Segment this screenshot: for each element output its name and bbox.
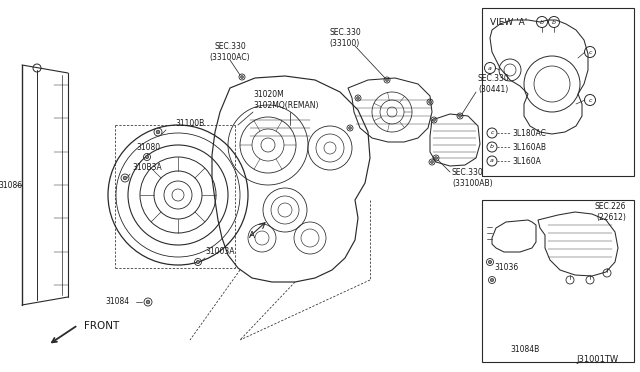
- Text: 31084: 31084: [106, 298, 130, 307]
- Circle shape: [123, 176, 127, 180]
- Text: 31080: 31080: [136, 144, 160, 153]
- Text: 31086: 31086: [0, 180, 22, 189]
- Text: c: c: [588, 97, 592, 103]
- Circle shape: [146, 300, 150, 304]
- Text: 3L180AC: 3L180AC: [512, 128, 546, 138]
- Bar: [482, 8, 634, 176]
- Circle shape: [435, 157, 437, 159]
- Text: a: a: [490, 158, 494, 164]
- Circle shape: [488, 260, 492, 264]
- Text: 3L160AB: 3L160AB: [512, 142, 546, 151]
- Circle shape: [196, 260, 200, 264]
- Text: a: a: [488, 65, 492, 71]
- Text: 3L160A: 3L160A: [512, 157, 541, 166]
- Text: SEC.330
(33100AC): SEC.330 (33100AC): [210, 42, 250, 62]
- Text: FRONT: FRONT: [84, 321, 119, 331]
- Text: b: b: [540, 19, 544, 25]
- Circle shape: [156, 130, 160, 134]
- Text: 31084B: 31084B: [510, 346, 540, 355]
- Text: A: A: [249, 231, 255, 241]
- Text: c: c: [588, 49, 592, 55]
- Text: c: c: [490, 131, 493, 135]
- Circle shape: [459, 115, 461, 117]
- Text: SEC.226
(22612): SEC.226 (22612): [595, 202, 626, 222]
- Circle shape: [349, 126, 351, 129]
- Text: J31001TW: J31001TW: [576, 355, 618, 364]
- Circle shape: [429, 101, 431, 103]
- Text: b: b: [490, 144, 494, 150]
- Text: 31100B: 31100B: [175, 119, 204, 128]
- Text: 31036: 31036: [494, 263, 518, 273]
- Text: 31003A: 31003A: [205, 247, 234, 257]
- Circle shape: [145, 155, 148, 158]
- Circle shape: [490, 278, 493, 282]
- Text: SEC.330
(33100): SEC.330 (33100): [329, 28, 361, 48]
- Circle shape: [433, 119, 435, 121]
- Text: 31020M
3102MQ(REMAN): 31020M 3102MQ(REMAN): [253, 90, 319, 110]
- Text: SEC.330
(30441): SEC.330 (30441): [478, 74, 509, 94]
- Text: 310B3A: 310B3A: [132, 164, 162, 173]
- Circle shape: [356, 97, 359, 99]
- Bar: [482, 200, 634, 362]
- Text: SEC.330
(33100AB): SEC.330 (33100AB): [452, 168, 493, 188]
- Circle shape: [431, 161, 433, 163]
- Circle shape: [386, 78, 388, 81]
- Text: b: b: [552, 19, 556, 25]
- Circle shape: [241, 76, 243, 78]
- Text: VIEW 'A': VIEW 'A': [490, 18, 527, 27]
